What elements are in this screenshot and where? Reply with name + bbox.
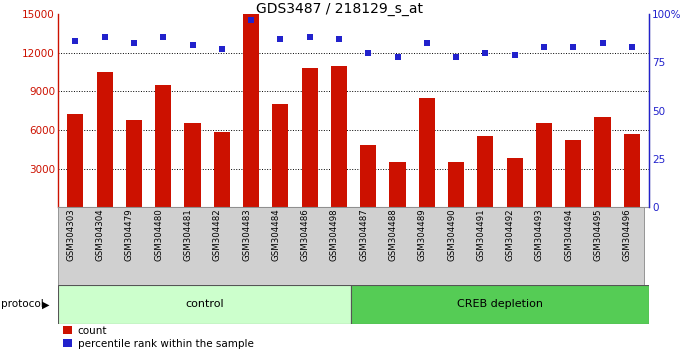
Point xyxy=(626,44,637,50)
Bar xyxy=(351,285,649,324)
Text: GSM304493: GSM304493 xyxy=(535,209,544,261)
Text: GSM304492: GSM304492 xyxy=(506,209,515,261)
Text: GSM304483: GSM304483 xyxy=(242,209,251,261)
Point xyxy=(539,44,549,50)
Bar xyxy=(243,14,259,207)
Bar xyxy=(624,134,640,207)
Bar xyxy=(419,98,435,207)
Point xyxy=(451,54,462,59)
Text: GSM304481: GSM304481 xyxy=(184,209,192,261)
Bar xyxy=(390,162,405,207)
Point xyxy=(304,34,315,40)
Text: GSM304495: GSM304495 xyxy=(594,209,602,261)
Point xyxy=(568,44,579,50)
Text: GSM304498: GSM304498 xyxy=(330,209,339,261)
Bar xyxy=(214,132,230,207)
Text: GSM304491: GSM304491 xyxy=(477,209,486,261)
Bar xyxy=(594,117,611,207)
Text: GSM304304: GSM304304 xyxy=(96,209,105,261)
Point xyxy=(363,50,374,56)
Bar xyxy=(302,68,318,207)
Text: CREB depletion: CREB depletion xyxy=(457,299,543,309)
Point xyxy=(187,42,198,48)
Point xyxy=(509,52,520,57)
Text: GSM304484: GSM304484 xyxy=(271,209,280,261)
Point xyxy=(275,36,286,42)
Bar xyxy=(155,85,171,207)
Bar xyxy=(272,104,288,207)
Legend: count, percentile rank within the sample: count, percentile rank within the sample xyxy=(63,326,254,349)
Point xyxy=(158,34,169,40)
Text: GSM304479: GSM304479 xyxy=(125,209,134,261)
Bar xyxy=(448,162,464,207)
Text: GDS3487 / 218129_s_at: GDS3487 / 218129_s_at xyxy=(256,2,424,16)
Text: GSM304489: GSM304489 xyxy=(418,209,427,261)
Text: GSM304480: GSM304480 xyxy=(154,209,163,261)
Bar xyxy=(477,136,494,207)
Point xyxy=(392,54,403,59)
Point xyxy=(70,38,81,44)
Bar xyxy=(67,114,84,207)
Bar xyxy=(184,124,201,207)
Text: GSM304488: GSM304488 xyxy=(388,209,398,261)
Point xyxy=(480,50,491,56)
Text: GSM304486: GSM304486 xyxy=(301,209,309,261)
Bar xyxy=(536,124,552,207)
Bar xyxy=(58,285,351,324)
Text: GSM304494: GSM304494 xyxy=(564,209,573,261)
Bar xyxy=(507,158,523,207)
Bar xyxy=(97,72,113,207)
Text: GSM304487: GSM304487 xyxy=(359,209,369,261)
Bar xyxy=(565,140,581,207)
Text: GSM304496: GSM304496 xyxy=(623,209,632,261)
Point xyxy=(333,36,344,42)
Bar xyxy=(360,145,376,207)
Point xyxy=(597,40,608,46)
Point xyxy=(245,17,256,23)
Text: ▶: ▶ xyxy=(42,299,50,309)
Point xyxy=(129,40,139,46)
Text: GSM304482: GSM304482 xyxy=(213,209,222,261)
Bar xyxy=(331,65,347,207)
Point xyxy=(422,40,432,46)
Bar xyxy=(126,120,142,207)
Text: GSM304303: GSM304303 xyxy=(67,209,75,261)
Point xyxy=(216,46,227,52)
Text: protocol: protocol xyxy=(1,299,44,309)
Text: GSM304490: GSM304490 xyxy=(447,209,456,261)
Point xyxy=(99,34,110,40)
Text: control: control xyxy=(185,299,224,309)
